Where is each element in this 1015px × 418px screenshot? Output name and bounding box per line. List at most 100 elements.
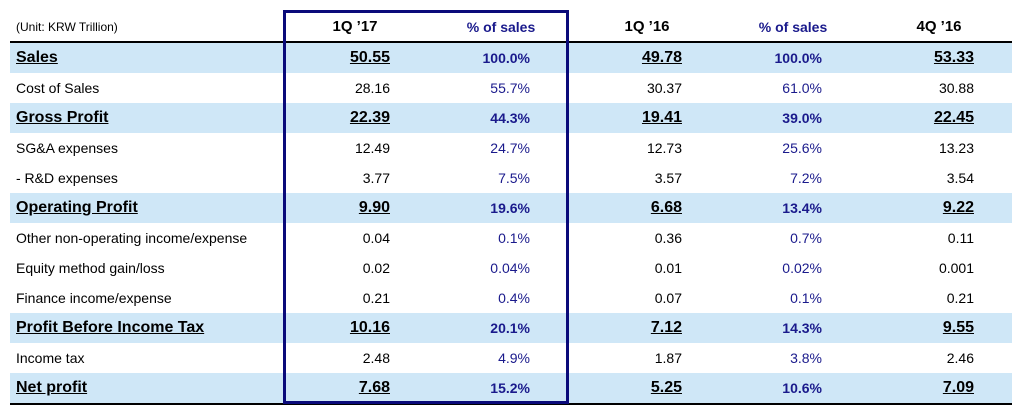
pct-1q17: 55.7% bbox=[428, 73, 574, 103]
pct-1q16-text: 0.02% bbox=[782, 260, 822, 276]
pct-1q17: 15.2% bbox=[428, 373, 574, 405]
row-label-text: Finance income/expense bbox=[16, 290, 172, 306]
table-row: Finance income/expense 0.21 0.4% 0.07 0.1% 0.… bbox=[10, 283, 1012, 313]
value-1q16: 5.25 bbox=[574, 373, 720, 405]
pct-1q16: 25.6% bbox=[720, 133, 866, 163]
value-1q17-text: 12.49 bbox=[354, 140, 390, 156]
row-label-text: Sales bbox=[16, 49, 58, 66]
value-4q16-text: 0.001 bbox=[938, 260, 974, 276]
value-1q17-text: 3.77 bbox=[362, 170, 390, 186]
value-1q17: 50.55 bbox=[282, 42, 428, 73]
pct-1q17-text: 0.1% bbox=[498, 230, 530, 246]
table-row: - R&D expenses 3.77 7.5% 3.57 7.2% 3.54 bbox=[10, 163, 1012, 193]
pct-1q17: 4.9% bbox=[428, 343, 574, 373]
value-1q16: 49.78 bbox=[574, 42, 720, 73]
value-1q17-text: 0.04 bbox=[362, 230, 390, 246]
pct-1q17: 20.1% bbox=[428, 313, 574, 343]
value-4q16-text: 30.88 bbox=[938, 80, 974, 96]
pct-1q16-text: 39.0% bbox=[782, 110, 822, 126]
value-1q16: 1.87 bbox=[574, 343, 720, 373]
row-label: Equity method gain/loss bbox=[10, 253, 282, 283]
value-1q17: 28.16 bbox=[282, 73, 428, 103]
value-1q16-text: 19.41 bbox=[641, 109, 682, 126]
pct-1q17: 0.4% bbox=[428, 283, 574, 313]
value-1q16-text: 49.78 bbox=[641, 49, 682, 66]
column-header-4q16: 4Q ’16 bbox=[866, 12, 1012, 43]
value-1q16: 30.37 bbox=[574, 73, 720, 103]
value-4q16: 9.22 bbox=[866, 193, 1012, 223]
table-row: Income tax 2.48 4.9% 1.87 3.8% 2.46 bbox=[10, 343, 1012, 373]
pct-1q17-text: 4.9% bbox=[498, 350, 530, 366]
value-1q17-text: 28.16 bbox=[354, 80, 390, 96]
value-1q17-text: 22.39 bbox=[349, 109, 390, 126]
row-label-text: Other non-operating income/expense bbox=[16, 230, 248, 246]
value-1q16-text: 0.01 bbox=[654, 260, 682, 276]
pct-1q16-text: 13.4% bbox=[782, 200, 822, 216]
value-1q17: 0.21 bbox=[282, 283, 428, 313]
pct-1q16-text: 61.0% bbox=[782, 80, 822, 96]
value-1q17-text: 7.68 bbox=[358, 379, 390, 396]
table-row: Cost of Sales 28.16 55.7% 30.37 61.0% 30.88 bbox=[10, 73, 1012, 103]
value-1q16: 0.01 bbox=[574, 253, 720, 283]
value-1q16-text: 0.36 bbox=[654, 230, 682, 246]
row-label-text: Gross Profit bbox=[16, 109, 109, 126]
column-header-pct-1q16: % of sales bbox=[720, 12, 866, 43]
value-1q16-text: 6.68 bbox=[650, 199, 682, 216]
value-1q17: 0.02 bbox=[282, 253, 428, 283]
pct-1q17-text: 100.0% bbox=[482, 50, 530, 66]
value-1q17-text: 9.90 bbox=[358, 199, 390, 216]
value-1q17: 2.48 bbox=[282, 343, 428, 373]
value-1q17-text: 10.16 bbox=[349, 319, 390, 336]
pct-1q17: 0.04% bbox=[428, 253, 574, 283]
pct-1q16: 100.0% bbox=[720, 42, 866, 73]
value-1q17: 10.16 bbox=[282, 313, 428, 343]
pct-1q17: 44.3% bbox=[428, 103, 574, 133]
pct-1q17-text: 0.04% bbox=[490, 260, 530, 276]
row-label: Net profit bbox=[10, 373, 282, 405]
column-header-pct-1q17: % of sales bbox=[428, 12, 574, 43]
table-row: Other non-operating income/expense 0.04 0.… bbox=[10, 223, 1012, 253]
table-row: Equity method gain/loss 0.02 0.04% 0.01 0.02… bbox=[10, 253, 1012, 283]
table-row: Net profit 7.68 15.2% 5.25 10.6% 7.09 bbox=[10, 373, 1012, 405]
pct-1q17-text: 24.7% bbox=[490, 140, 530, 156]
row-label-text: SG&A expenses bbox=[16, 140, 118, 156]
row-label-text: Profit Before Income Tax bbox=[16, 319, 205, 336]
value-4q16-text: 2.46 bbox=[946, 350, 974, 366]
pct-1q16: 7.2% bbox=[720, 163, 866, 193]
pct-1q16-text: 0.1% bbox=[790, 290, 822, 306]
value-1q17: 9.90 bbox=[282, 193, 428, 223]
pct-1q16: 14.3% bbox=[720, 313, 866, 343]
value-4q16: 7.09 bbox=[866, 373, 1012, 405]
value-1q17: 22.39 bbox=[282, 103, 428, 133]
income-statement-table: (Unit: KRW Trillion) 1Q ’17 % of sales 1… bbox=[10, 12, 1012, 405]
value-4q16-text: 0.21 bbox=[946, 290, 974, 306]
column-header-1q16: 1Q ’16 bbox=[574, 12, 720, 43]
pct-1q16-text: 7.2% bbox=[790, 170, 822, 186]
value-4q16-text: 22.45 bbox=[933, 109, 974, 126]
table-row: Gross Profit 22.39 44.3% 19.41 39.0% 22.45 bbox=[10, 103, 1012, 133]
pct-1q16: 0.1% bbox=[720, 283, 866, 313]
pct-1q16-text: 0.7% bbox=[790, 230, 822, 246]
table-row: Sales 50.55 100.0% 49.78 100.0% 53.33 bbox=[10, 42, 1012, 73]
column-header-1q17: 1Q ’17 bbox=[282, 12, 428, 43]
header-row: (Unit: KRW Trillion) 1Q ’17 % of sales 1… bbox=[10, 12, 1012, 43]
value-1q17: 7.68 bbox=[282, 373, 428, 405]
value-1q17: 3.77 bbox=[282, 163, 428, 193]
value-4q16: 2.46 bbox=[866, 343, 1012, 373]
value-1q16: 0.36 bbox=[574, 223, 720, 253]
value-1q16: 19.41 bbox=[574, 103, 720, 133]
pct-1q16: 61.0% bbox=[720, 73, 866, 103]
row-label-text: Income tax bbox=[16, 350, 85, 366]
row-label-text: Operating Profit bbox=[16, 199, 138, 216]
pct-1q16: 0.02% bbox=[720, 253, 866, 283]
value-4q16: 53.33 bbox=[866, 42, 1012, 73]
value-1q16: 7.12 bbox=[574, 313, 720, 343]
pct-1q16-text: 10.6% bbox=[782, 380, 822, 396]
pct-1q16-text: 14.3% bbox=[782, 320, 822, 336]
value-4q16-text: 0.11 bbox=[947, 230, 974, 246]
pct-1q16: 3.8% bbox=[720, 343, 866, 373]
pct-1q16: 10.6% bbox=[720, 373, 866, 405]
value-4q16: 0.11 bbox=[866, 223, 1012, 253]
value-1q16: 3.57 bbox=[574, 163, 720, 193]
value-4q16-text: 3.54 bbox=[946, 170, 974, 186]
